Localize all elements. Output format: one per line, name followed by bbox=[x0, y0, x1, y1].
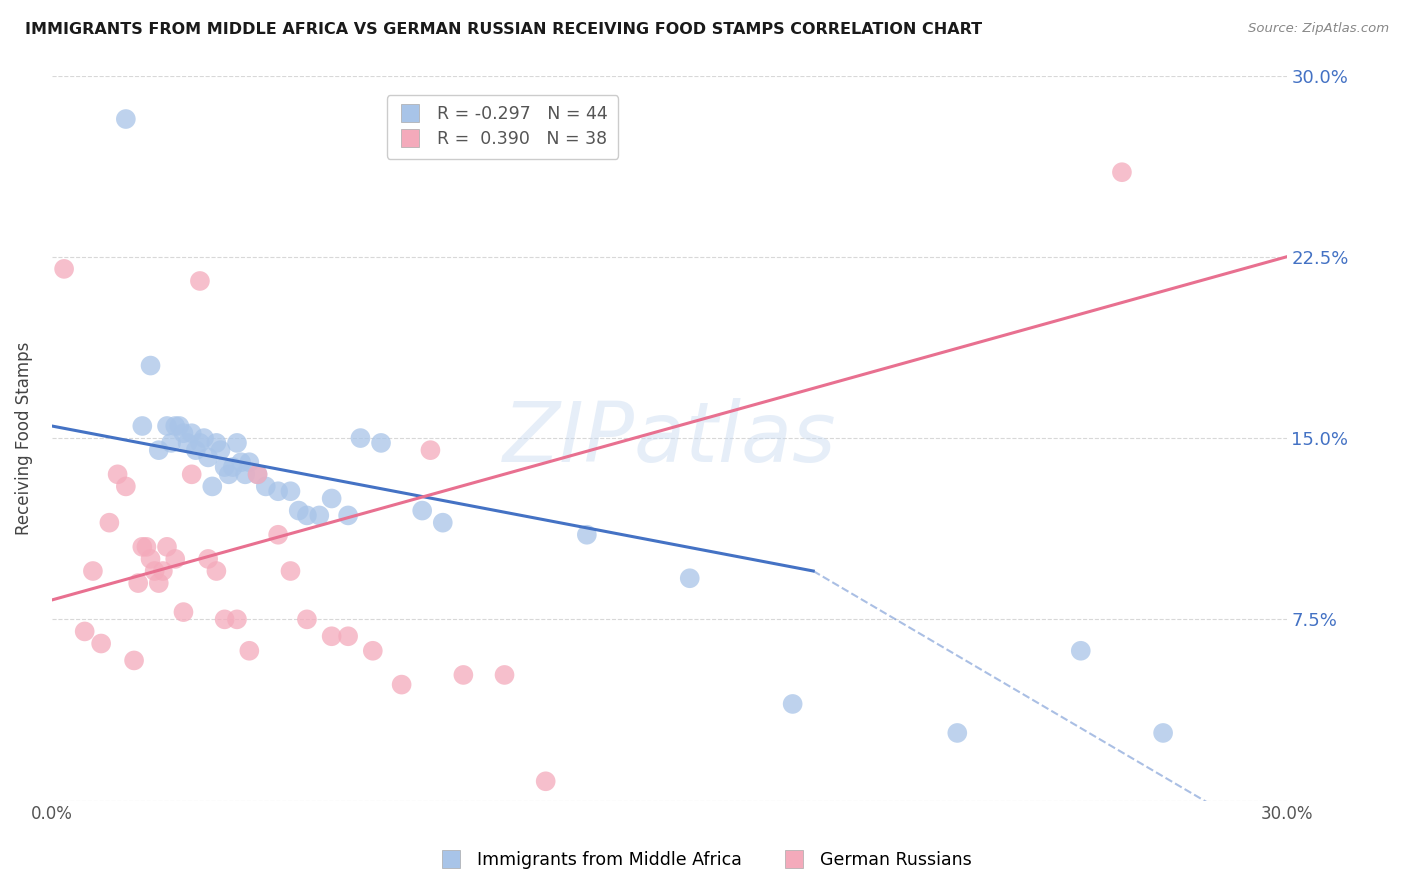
Point bbox=[349, 431, 371, 445]
Point bbox=[172, 605, 194, 619]
Point bbox=[238, 644, 260, 658]
Point bbox=[143, 564, 166, 578]
Point bbox=[156, 419, 179, 434]
Point bbox=[156, 540, 179, 554]
Point bbox=[321, 629, 343, 643]
Point bbox=[135, 540, 157, 554]
Point bbox=[233, 467, 256, 482]
Point bbox=[82, 564, 104, 578]
Point bbox=[391, 677, 413, 691]
Point bbox=[267, 484, 290, 499]
Point bbox=[295, 612, 318, 626]
Point bbox=[321, 491, 343, 506]
Point bbox=[180, 426, 202, 441]
Text: IMMIGRANTS FROM MIDDLE AFRICA VS GERMAN RUSSIAN RECEIVING FOOD STAMPS CORRELATIO: IMMIGRANTS FROM MIDDLE AFRICA VS GERMAN … bbox=[25, 22, 983, 37]
Y-axis label: Receiving Food Stamps: Receiving Food Stamps bbox=[15, 342, 32, 535]
Point bbox=[188, 436, 211, 450]
Point bbox=[139, 359, 162, 373]
Point bbox=[53, 261, 76, 276]
Point bbox=[782, 697, 804, 711]
Point bbox=[214, 460, 236, 475]
Point bbox=[280, 564, 302, 578]
Point bbox=[218, 467, 240, 482]
Text: ZIPatlas: ZIPatlas bbox=[502, 398, 837, 479]
Point bbox=[308, 508, 330, 523]
Point bbox=[197, 450, 219, 465]
Point bbox=[122, 653, 145, 667]
Point bbox=[205, 564, 228, 578]
Point bbox=[180, 467, 202, 482]
Point bbox=[1152, 726, 1174, 740]
Point bbox=[160, 436, 183, 450]
Point bbox=[184, 443, 207, 458]
Point bbox=[152, 564, 174, 578]
Point bbox=[148, 443, 170, 458]
Point bbox=[453, 668, 475, 682]
Point bbox=[165, 552, 187, 566]
Point bbox=[267, 527, 290, 541]
Point bbox=[169, 419, 191, 434]
Point bbox=[165, 419, 187, 434]
Point bbox=[419, 443, 441, 458]
Point bbox=[131, 540, 153, 554]
Point bbox=[98, 516, 121, 530]
Point bbox=[432, 516, 454, 530]
Point bbox=[115, 479, 138, 493]
Point bbox=[679, 571, 702, 585]
Legend: R = -0.297   N = 44, R =  0.390   N = 38: R = -0.297 N = 44, R = 0.390 N = 38 bbox=[387, 95, 619, 159]
Point bbox=[280, 484, 302, 499]
Point bbox=[148, 576, 170, 591]
Point bbox=[370, 436, 392, 450]
Point bbox=[246, 467, 269, 482]
Point bbox=[197, 552, 219, 566]
Point bbox=[287, 503, 309, 517]
Point bbox=[176, 436, 198, 450]
Point bbox=[226, 612, 249, 626]
Point bbox=[226, 436, 249, 450]
Point bbox=[575, 527, 598, 541]
Point bbox=[295, 508, 318, 523]
Point bbox=[188, 274, 211, 288]
Text: Source: ZipAtlas.com: Source: ZipAtlas.com bbox=[1249, 22, 1389, 36]
Point bbox=[131, 419, 153, 434]
Point bbox=[127, 576, 149, 591]
Point bbox=[946, 726, 969, 740]
Point bbox=[337, 629, 360, 643]
Point bbox=[229, 455, 252, 469]
Point bbox=[90, 636, 112, 650]
Point bbox=[361, 644, 384, 658]
Point bbox=[193, 431, 215, 445]
Point bbox=[337, 508, 360, 523]
Point bbox=[107, 467, 129, 482]
Point bbox=[172, 426, 194, 441]
Point bbox=[238, 455, 260, 469]
Point bbox=[139, 552, 162, 566]
Point bbox=[214, 612, 236, 626]
Point bbox=[1070, 644, 1092, 658]
Legend: Immigrants from Middle Africa, German Russians: Immigrants from Middle Africa, German Ru… bbox=[427, 845, 979, 876]
Point bbox=[411, 503, 433, 517]
Point bbox=[254, 479, 277, 493]
Point bbox=[201, 479, 224, 493]
Point bbox=[205, 436, 228, 450]
Point bbox=[209, 443, 232, 458]
Point bbox=[115, 112, 138, 126]
Point bbox=[222, 460, 245, 475]
Point bbox=[246, 467, 269, 482]
Point bbox=[534, 774, 557, 789]
Point bbox=[494, 668, 516, 682]
Point bbox=[1111, 165, 1133, 179]
Point bbox=[73, 624, 96, 639]
